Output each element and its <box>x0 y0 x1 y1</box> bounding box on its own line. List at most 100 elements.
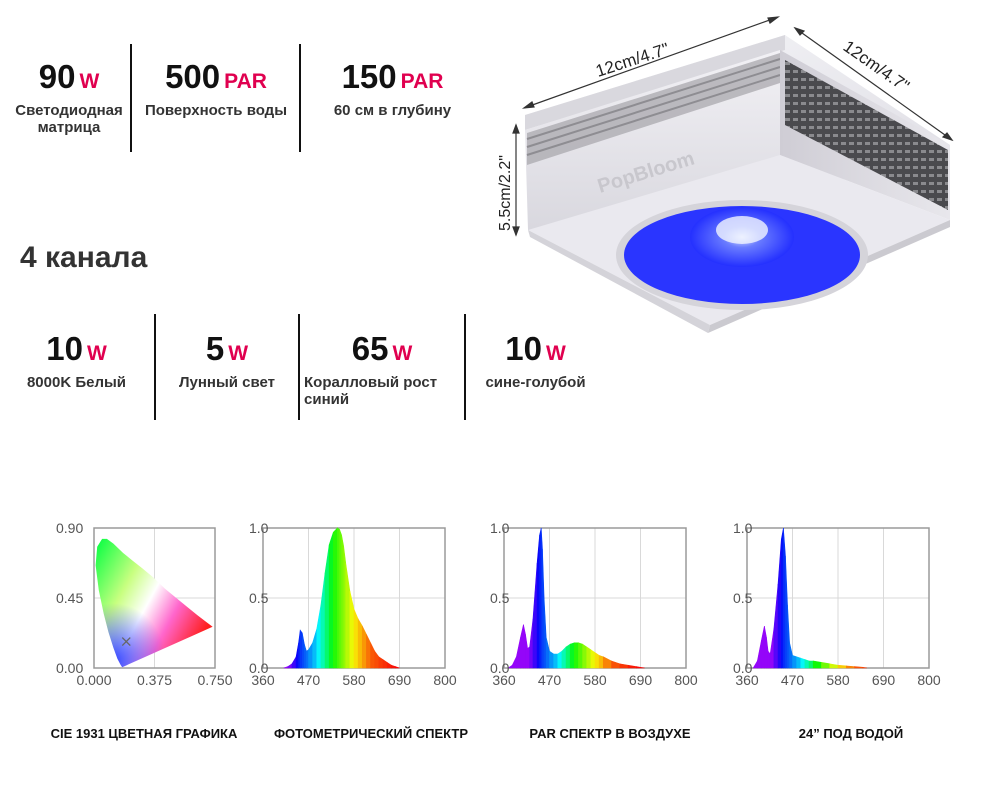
spectrum-band <box>636 666 645 669</box>
spectrum-band <box>574 642 579 669</box>
spectrum-band <box>527 646 530 669</box>
x-tick-label: 800 <box>917 672 941 688</box>
spec-value: 10 W <box>46 330 107 367</box>
spectrum-band <box>565 643 571 669</box>
x-tick-label: 470 <box>538 672 562 688</box>
heatsink-front <box>527 53 780 165</box>
caption-photometric: ФОТОМЕТРИЧЕСКИЙ СПЕКТР <box>273 726 469 741</box>
dim-line-width <box>523 16 779 109</box>
par-water-chart: 360 470 580 690 800 0.0 0.5 1.0 <box>733 520 941 688</box>
divider <box>130 44 132 152</box>
x-tick-label: 800 <box>433 672 457 688</box>
spec-desc: Коралловый рост синий <box>304 374 438 408</box>
spectrum-band <box>306 649 309 669</box>
spec-value: 500 PAR <box>165 58 267 95</box>
x-tick-label: 580 <box>826 672 850 688</box>
spectrum-band <box>767 650 771 669</box>
spectrum-band <box>598 654 604 669</box>
spec-desc: 8000K Белый <box>26 374 127 391</box>
spectrum-band <box>339 529 342 669</box>
y-tick-label: 0.5 <box>490 590 510 606</box>
y-tick-label: 0.0 <box>733 660 753 676</box>
y-tick-label: 0.00 <box>56 660 83 676</box>
spectrum-band <box>796 656 802 669</box>
spectrum-band <box>557 650 563 669</box>
spectrum-band <box>837 664 847 669</box>
x-tick-label: 0.375 <box>137 672 172 688</box>
x-tick-label: 580 <box>583 672 607 688</box>
y-tick-label: 1.0 <box>249 520 269 536</box>
spectrum-band <box>590 649 596 669</box>
spectrum-band <box>569 642 575 669</box>
spectrum-band <box>845 665 855 669</box>
spectrum-band <box>804 659 810 669</box>
divider <box>298 314 300 420</box>
spectrum-band <box>800 657 806 669</box>
channels-heading: 4 канала <box>20 241 148 274</box>
caption-par-air: PAR СПЕКТР В ВОЗДУХЕ <box>529 726 691 741</box>
divider <box>299 44 301 152</box>
cie-gamut-blue <box>95 538 213 668</box>
spectrum-band <box>337 527 340 669</box>
spectrum-band <box>328 532 334 669</box>
y-tick-label: 0.0 <box>490 660 510 676</box>
par-air-chart: 360 470 580 690 800 0.0 0.5 1.0 <box>490 520 698 688</box>
y-tick-label: 0.90 <box>56 520 83 536</box>
spectrum-band <box>395 666 400 669</box>
channel-cyan-blue: 10 W сине-голубой <box>468 330 603 391</box>
x-tick-label: 0.000 <box>76 672 111 688</box>
spectrum-band <box>586 646 592 669</box>
spec-value: 65 W <box>351 330 413 367</box>
x-tick-label: 690 <box>629 672 653 688</box>
y-tick-label: 1.0 <box>733 520 753 536</box>
y-tick-label: 0.5 <box>249 590 269 606</box>
spectrum-band <box>578 642 583 669</box>
spec-value: 150 PAR <box>341 58 444 95</box>
spectrum-band <box>561 646 567 669</box>
plot-frame <box>93 527 216 669</box>
product-image: PopBloom 12cm/4.7" 12cm/4.7" 5.5cm/2.2" <box>497 16 954 333</box>
photometric-chart: 360 470 580 690 800 0.0 0.5 1.0 <box>249 520 457 688</box>
spec-desc: сине-голубой <box>485 374 586 391</box>
dim-height-label: 5.5cm/2.2" <box>497 155 514 231</box>
x-tick-label: 800 <box>674 672 698 688</box>
spectrum-band <box>343 546 347 669</box>
spectrum-band <box>549 650 554 669</box>
divider <box>464 314 466 420</box>
spec-value: 10 W <box>505 330 566 367</box>
spec-desc: Лунный свет <box>178 374 276 391</box>
cie-chart: 0.000 0.375 0.750 0.00 0.45 0.90 <box>56 520 233 688</box>
spec-surface-par: 500 PAR Поверхность воды <box>136 58 296 119</box>
spectrum-band <box>783 527 786 669</box>
caption-cie: CIE 1931 ЦВЕТНАЯ ГРАФИКА <box>50 726 238 741</box>
y-tick-label: 0.0 <box>249 660 269 676</box>
x-tick-label: 470 <box>781 672 805 688</box>
x-tick-label: 360 <box>251 672 275 688</box>
x-tick-label: 580 <box>342 672 366 688</box>
spec-desc: Светодиодная матрица <box>15 102 123 136</box>
white-point-marker <box>121 637 131 647</box>
heatsink-fins <box>785 60 948 210</box>
spec-depth-par: 150 PAR 60 см в глубину <box>310 58 475 119</box>
spec-led-power: 90 W Светодиодная матрица <box>8 58 130 136</box>
spectrum-band <box>341 534 344 669</box>
caption-par-water: 24” ПОД ВОДОЙ <box>798 726 904 741</box>
x-tick-label: 690 <box>872 672 896 688</box>
spectrum-band <box>812 660 822 669</box>
dim-line-depth <box>794 27 953 141</box>
channel-white: 10 W 8000K Белый <box>4 330 149 391</box>
spectrum-band <box>594 652 600 669</box>
y-tick-label: 0.45 <box>56 590 83 606</box>
y-tick-label: 0.5 <box>733 590 753 606</box>
spectrum-band <box>553 653 559 669</box>
spectrum-band <box>862 666 868 669</box>
x-tick-label: 0.750 <box>197 672 232 688</box>
spectrum-band <box>808 660 814 669</box>
spectrum-band <box>582 643 588 669</box>
divider <box>154 314 156 420</box>
spectrum-band <box>792 654 797 669</box>
housing-front <box>525 35 785 130</box>
x-tick-label: 470 <box>297 672 321 688</box>
